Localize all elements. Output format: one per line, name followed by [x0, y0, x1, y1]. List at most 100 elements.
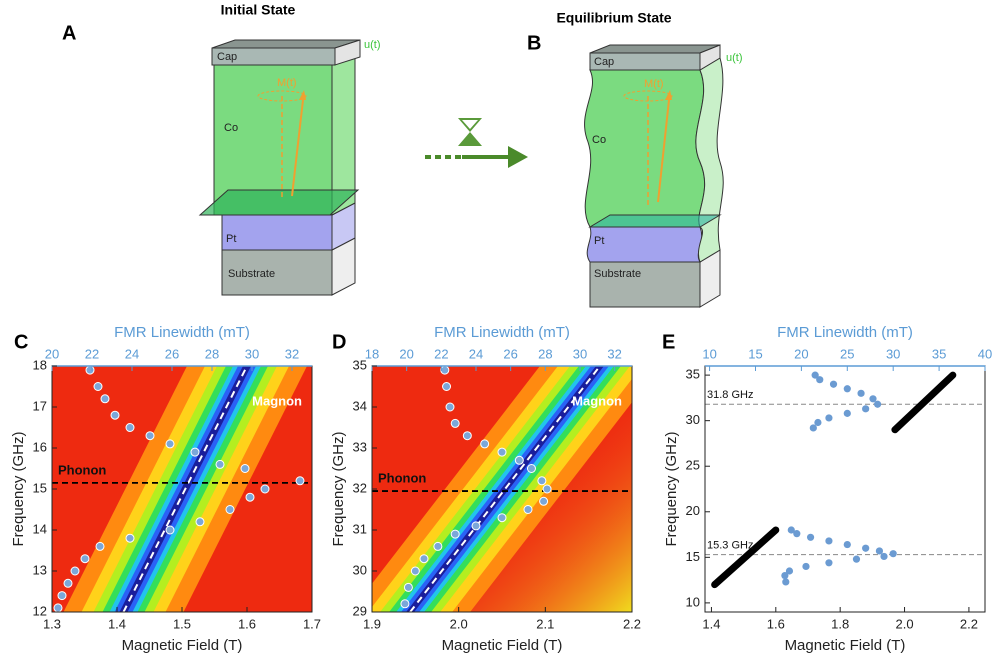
- x2-tick-label: 26: [165, 346, 179, 361]
- x2-tick-label: 30: [245, 346, 259, 361]
- x-tick-label: 1.8: [831, 616, 849, 631]
- y-tick-label: 35: [353, 357, 367, 372]
- data-point: [434, 542, 442, 550]
- figure: A B C D E Initial State Equilibrium Stat…: [0, 0, 998, 670]
- reference-label: 31.8 GHz: [707, 389, 753, 401]
- data-point: [191, 448, 199, 456]
- y-tick-label: 30: [686, 412, 700, 427]
- data-point: [463, 432, 471, 440]
- y-axis-title: Frequency (GHz): [663, 431, 680, 546]
- data-point: [515, 456, 523, 464]
- data-point: [81, 555, 89, 563]
- layer-label: Cap: [217, 51, 237, 63]
- data-point: [793, 530, 800, 537]
- field-line: [895, 375, 953, 430]
- reference-label: Phonon: [58, 462, 106, 477]
- strain-label: u(t): [726, 52, 743, 64]
- data-point: [446, 403, 454, 411]
- x2-axis-title: FMR Linewidth (mT): [777, 324, 913, 341]
- pt-layer: [222, 215, 332, 250]
- data-point: [94, 383, 102, 391]
- x-tick-label: 1.6: [238, 616, 256, 631]
- data-point: [241, 465, 249, 473]
- data-point: [538, 477, 546, 485]
- reference-label: 15.3 GHz: [707, 540, 753, 552]
- data-point: [443, 383, 451, 391]
- data-point: [816, 376, 823, 383]
- data-point: [862, 405, 869, 412]
- x-tick-label: 2.1: [536, 616, 554, 631]
- x2-axis-title: FMR Linewidth (mT): [114, 324, 250, 341]
- x2-tick-label: 24: [125, 346, 139, 361]
- arrow-head: [508, 146, 528, 168]
- x2-tick-label: 10: [702, 346, 716, 361]
- panel-label: D: [332, 331, 346, 353]
- x2-tick-label: 15: [748, 346, 762, 361]
- panel-label: C: [14, 331, 28, 353]
- data-point: [862, 545, 869, 552]
- x-tick-label: 1.7: [303, 616, 321, 631]
- plot-frame: [705, 366, 985, 612]
- data-point: [830, 381, 837, 388]
- data-point: [126, 534, 134, 542]
- x2-tick-label: 26: [503, 346, 517, 361]
- x2-tick-label: 22: [434, 346, 448, 361]
- data-point: [58, 592, 66, 600]
- panel-title: Initial State: [221, 2, 296, 18]
- data-point: [807, 534, 814, 541]
- plot-area: PhononMagnon1.31.41.51.61.72022242628303…: [10, 324, 327, 654]
- data-point: [874, 401, 881, 408]
- x-tick-label: 1.5: [173, 616, 191, 631]
- y-tick-label: 30: [353, 562, 367, 577]
- panel-label: A: [62, 22, 76, 44]
- x2-tick-label: 40: [978, 346, 992, 361]
- data-point: [498, 514, 506, 522]
- data-point: [844, 410, 851, 417]
- layer-label: Co: [592, 134, 606, 146]
- data-point: [810, 424, 817, 431]
- stack-equilibrium: Cap Co Pt Substrate u(t) M(t): [585, 45, 743, 307]
- data-point: [71, 567, 79, 575]
- y-tick-label: 32: [353, 480, 367, 495]
- panel-label: B: [527, 32, 541, 54]
- data-point: [86, 366, 94, 374]
- y-tick-label: 13: [33, 562, 47, 577]
- y-tick-label: 14: [33, 521, 47, 536]
- y-tick-label: 31: [353, 521, 367, 536]
- data-point: [196, 518, 204, 526]
- layer-label: Substrate: [594, 268, 641, 280]
- y-tick-label: 18: [33, 357, 47, 372]
- stack-initial: Cap Co Pt Substrate u(t) M(t): [200, 39, 381, 295]
- magnetization-label: M(t): [644, 78, 664, 90]
- data-point: [126, 424, 134, 432]
- layer-label: Pt: [594, 235, 604, 247]
- annotation: Magnon: [572, 393, 622, 408]
- co-flap: [200, 190, 358, 215]
- y-axis-title: Frequency (GHz): [330, 431, 347, 546]
- data-point: [498, 448, 506, 456]
- data-point: [64, 579, 72, 587]
- data-point: [226, 506, 234, 514]
- annotation: Magnon: [252, 393, 302, 408]
- x-tick-label: 1.4: [108, 616, 126, 631]
- x2-tick-label: 28: [205, 346, 219, 361]
- plot-content: [705, 372, 985, 586]
- x2-tick-label: 20: [399, 346, 413, 361]
- x2-tick-label: 20: [794, 346, 808, 361]
- data-point: [101, 395, 109, 403]
- data-point: [890, 550, 897, 557]
- x-axis-title: Magnetic Field (T): [122, 637, 243, 654]
- y-axis-title: Frequency (GHz): [10, 431, 27, 546]
- x2-tick-label: 28: [538, 346, 552, 361]
- x2-tick-label: 35: [932, 346, 946, 361]
- y-tick-label: 25: [686, 458, 700, 473]
- x2-tick-label: 32: [607, 346, 621, 361]
- data-point: [844, 385, 851, 392]
- field-line: [715, 530, 776, 585]
- data-point: [802, 563, 809, 570]
- x-tick-label: 1.4: [702, 616, 720, 631]
- strain-label: u(t): [364, 39, 381, 51]
- data-point: [844, 541, 851, 548]
- data-point: [472, 522, 480, 530]
- x-tick-label: 2.0: [896, 616, 914, 631]
